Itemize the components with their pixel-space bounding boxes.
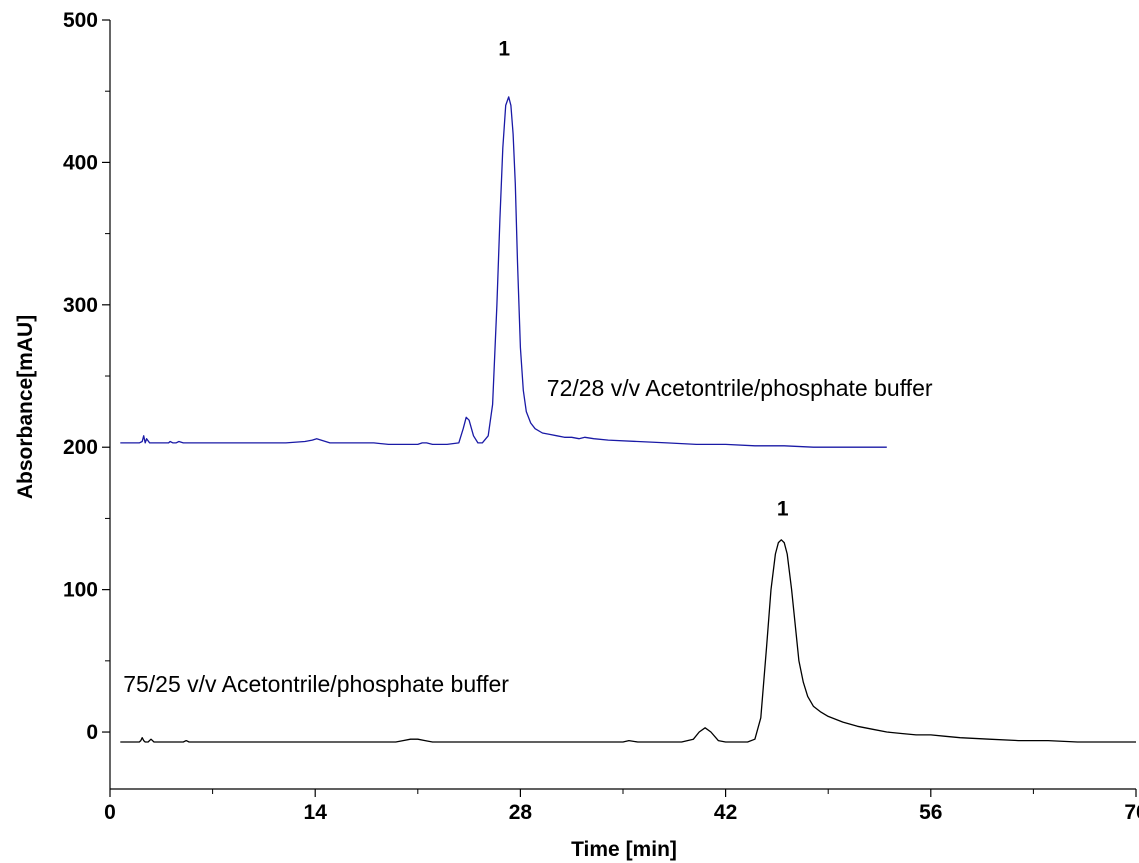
plot-area: 1 1 72/28 v/v Acetontrile/phosphate buffer… [120, 38, 1136, 743]
peak-label: 1 [498, 38, 510, 61]
y-axis-title: Absorbance[mAU] [14, 315, 37, 499]
x-tick-label: 28 [509, 801, 533, 824]
y-tick-label: 100 [63, 579, 98, 602]
x-tick-label: 56 [919, 801, 942, 824]
series-annotation: 75/25 v/v Acetontrile/phosphate buffer [123, 671, 509, 697]
axes: 0 14 28 42 56 70 0 100 200 300 400 500 [63, 9, 1139, 824]
series-annotation: 72/28 v/v Acetontrile/phosphate buffer [547, 375, 933, 401]
x-tick-label: 70 [1124, 801, 1139, 824]
x-tick-label: 0 [104, 801, 116, 824]
series-line-72-28 [120, 96, 887, 448]
y-tick-label: 300 [63, 294, 98, 317]
x-tick-label: 14 [304, 801, 328, 824]
peak-label: 1 [777, 498, 789, 521]
x-axis-title: Time [min] [571, 838, 677, 861]
y-tick-label: 500 [63, 9, 98, 32]
y-tick-label: 200 [63, 436, 98, 459]
series-line-75-25 [120, 539, 1136, 743]
x-tick-label: 42 [714, 801, 737, 824]
y-tick-label: 400 [63, 151, 98, 174]
y-tick-label: 0 [86, 721, 98, 744]
